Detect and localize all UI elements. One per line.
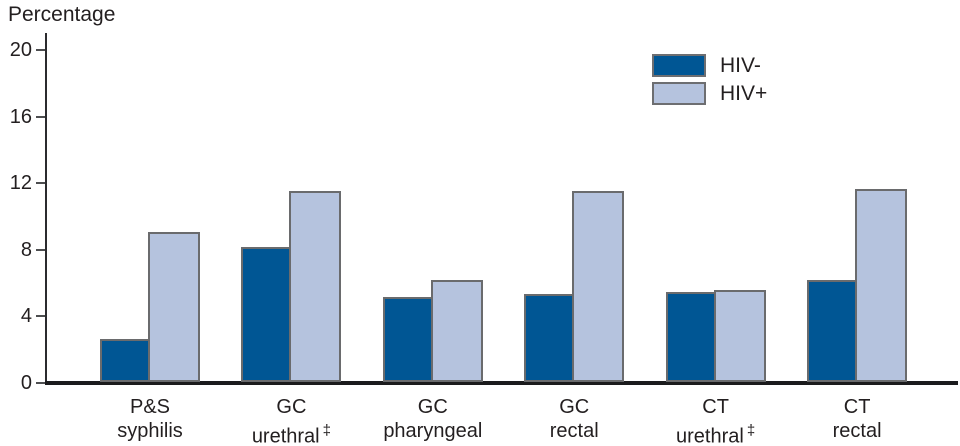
y-tick-mark (36, 115, 45, 118)
bar-hiv-positive (855, 189, 908, 382)
x-axis-label-line1: GC (417, 396, 448, 418)
x-axis-label-line2: rectal (549, 420, 599, 442)
y-tick-label: 12 (9, 172, 32, 195)
y-tick-label: 16 (9, 105, 32, 128)
x-axis-label: CT urethral ‡ (616, 395, 816, 446)
x-axis-label: GC rectal (474, 395, 674, 443)
x-axis-label-line2: urethral (676, 425, 744, 446)
x-axis-line (45, 381, 958, 385)
x-axis-label-line2: pharyngeal (383, 420, 483, 442)
y-tick-mark (36, 248, 45, 251)
bar-hiv-negative (665, 292, 716, 382)
y-tick-mark (36, 382, 45, 384)
y-tick-mark (36, 49, 45, 51)
y-axis-line (45, 33, 47, 383)
double-dagger-footnote-marker: ‡ (322, 422, 331, 439)
x-axis-label-line2: syphilis (117, 420, 183, 442)
bar-hiv-negative (100, 339, 150, 382)
x-axis-label-line1: GC (559, 396, 590, 418)
legend-swatch (652, 82, 706, 105)
bar-hiv-positive (713, 290, 766, 382)
x-axis-label-line2: urethral (251, 425, 320, 446)
x-axis-label-line1: P&S (129, 396, 171, 418)
x-axis-label-line1: CT (843, 396, 871, 418)
bar-hiv-negative (382, 297, 433, 382)
x-axis-label-line1: GC (276, 396, 307, 418)
y-tick-label: 0 (20, 372, 32, 394)
legend-item: HIV+ (652, 82, 767, 105)
bar-hiv-negative (807, 280, 858, 382)
x-axis-label: P&S syphilis (50, 395, 250, 443)
bar-hiv-positive (289, 191, 342, 382)
x-axis-label: CT rectal (757, 395, 957, 443)
y-tick-label: 4 (20, 305, 32, 328)
y-tick-label: 20 (9, 39, 32, 61)
bar-hiv-positive (572, 191, 625, 382)
legend-swatch (652, 54, 706, 77)
legend-label: HIV+ (720, 82, 768, 105)
y-axis-title: Percentage (8, 3, 116, 26)
x-axis-label-line1: CT (702, 396, 729, 418)
y-tick-mark (36, 315, 45, 318)
legend-label: HIV- (720, 54, 761, 77)
x-axis-label: GC urethral ‡ (191, 395, 391, 446)
bar-hiv-positive (148, 232, 200, 382)
y-tick-label: 8 (20, 238, 32, 261)
legend: HIV- HIV+ (652, 54, 767, 110)
y-tick-mark (36, 182, 45, 185)
bar-hiv-negative (524, 294, 575, 382)
x-axis-label: GC pharyngeal (333, 395, 533, 443)
legend-item: HIV- (652, 54, 767, 77)
x-axis-label-line2: rectal (832, 420, 882, 442)
bar-hiv-positive (430, 280, 483, 382)
bar-hiv-negative (241, 247, 292, 382)
double-dagger-footnote-marker: ‡ (746, 422, 756, 439)
